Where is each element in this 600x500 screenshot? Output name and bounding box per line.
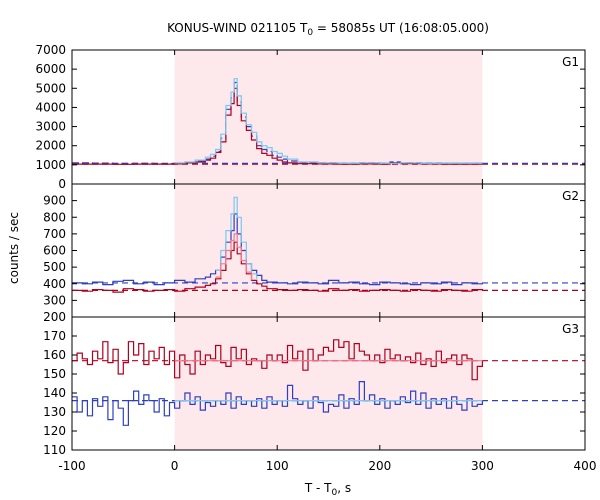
- panel-g3: 110 120 130 140 150 160 170 G3: [43, 316, 586, 457]
- y-tick-label: 140: [43, 386, 66, 400]
- y-tick-label: 800: [43, 210, 66, 224]
- y-tick-label: 1000: [35, 158, 66, 172]
- panel-g2: 200 300 400 500 600 700 800 900 G2: [43, 183, 586, 324]
- y-tick-label: 7000: [35, 43, 66, 57]
- x-tick-label: 300: [471, 459, 494, 473]
- y-tick-label: 130: [43, 405, 66, 419]
- x-tick-label: 0: [171, 459, 179, 473]
- panel-label: G3: [562, 322, 579, 336]
- series-line-pink: [215, 233, 253, 281]
- plot-area: 01000200030004000500060007000G1200300400…: [35, 43, 596, 473]
- y-tick-label: 4000: [35, 100, 66, 114]
- x-tick-label: -100: [58, 459, 85, 473]
- panel-g1: 0 1000 2000 3000 4000 5000 6000 7000 G1: [35, 43, 586, 191]
- y-tick-label: 3000: [35, 120, 66, 134]
- y-tick-label: 700: [43, 227, 66, 241]
- y-tick-label: 120: [43, 424, 66, 438]
- y-tick-label: 600: [43, 244, 66, 258]
- y-tick-label: 110: [43, 443, 66, 457]
- x-tick-label: 200: [368, 459, 391, 473]
- panel-frame: [71, 316, 586, 451]
- y-tick-label: 900: [43, 194, 66, 208]
- chart-title: KONUS-WIND 021105 T0 = 58085s UT (16:08:…: [167, 21, 489, 38]
- y-tick-label: 6000: [35, 62, 66, 76]
- y-tick-label: 300: [43, 293, 66, 307]
- y-tick-label: 5000: [35, 81, 66, 95]
- y-tick-label: 150: [43, 367, 66, 381]
- y-tick-label: 500: [43, 260, 66, 274]
- y-tick-label: 400: [43, 277, 66, 291]
- y-tick-label: 160: [43, 348, 66, 362]
- x-axis-title: T - T0, s: [304, 481, 351, 498]
- y-tick-label: 200: [43, 310, 66, 324]
- x-tick-label: 100: [266, 459, 289, 473]
- highlight-interval: [174, 317, 483, 450]
- panel-label: G1: [562, 55, 579, 69]
- panel-label: G2: [562, 189, 579, 203]
- series-line-red: [72, 339, 483, 381]
- series-line-red: [72, 241, 483, 293]
- x-tick-label: 400: [574, 459, 597, 473]
- y-tick-label: 170: [43, 329, 66, 343]
- series-line-light_blue: [174, 78, 483, 164]
- series-line-blue: [72, 213, 483, 286]
- y-tick-label: 2000: [35, 139, 66, 153]
- y-tick-label: 0: [58, 177, 66, 191]
- y-axis-title: counts / sec: [7, 212, 21, 284]
